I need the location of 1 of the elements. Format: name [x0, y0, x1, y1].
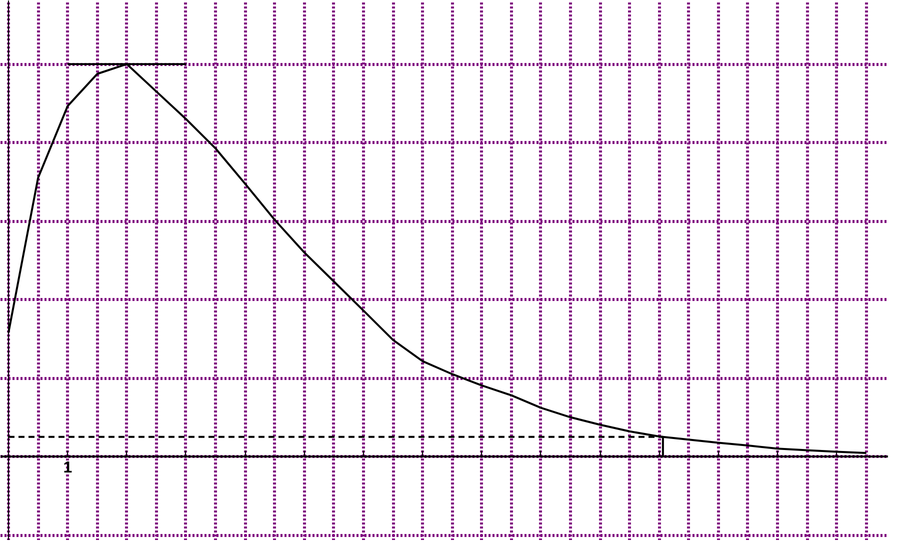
- text: 1: [63, 460, 72, 477]
